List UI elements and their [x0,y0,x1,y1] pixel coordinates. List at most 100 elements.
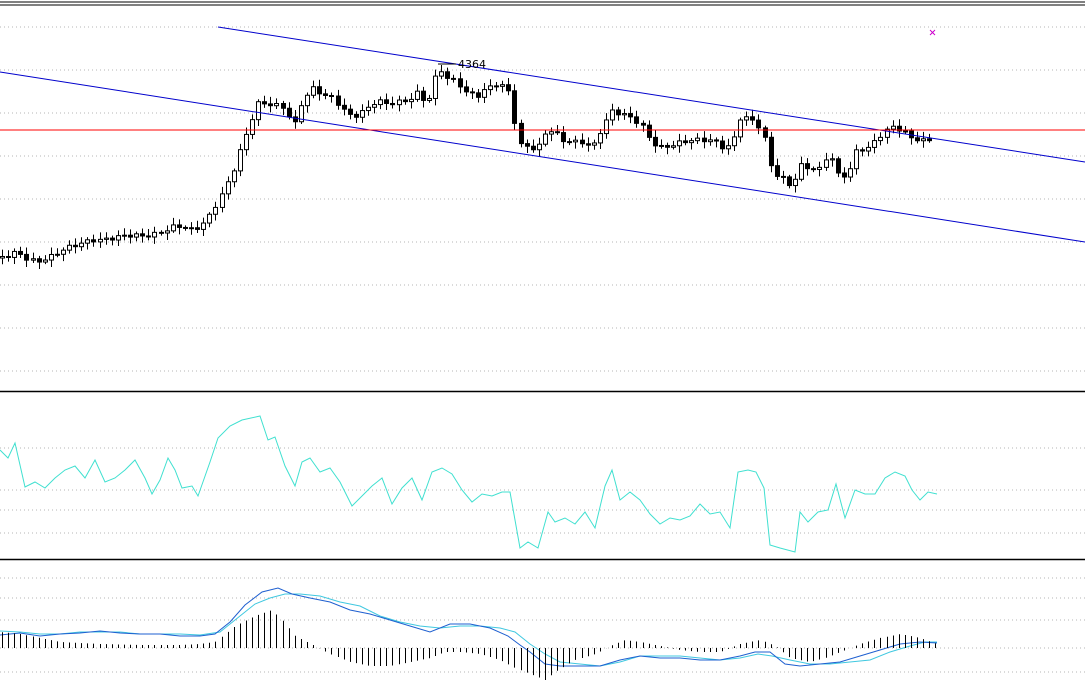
candle-body [647,124,652,138]
candle-body [256,101,261,121]
candle-body [384,99,389,104]
candle-body [781,175,786,178]
candle-body [488,85,493,91]
candle-body [836,158,841,174]
candle-body [799,163,804,180]
candle-body [921,138,926,142]
candle-body [110,237,115,241]
candle-body [555,131,560,134]
candle-body [372,104,377,108]
candle-body [616,109,621,116]
candlestick-series [0,65,932,270]
candle-body [695,137,700,142]
candle-body [336,95,341,106]
candle-body [183,226,188,229]
candle-body [433,75,438,99]
candle-body [421,90,426,101]
candle-body [213,206,218,215]
candle-body [482,89,487,98]
candle-body [512,90,517,124]
macd-panel [0,577,1085,680]
candle-body [531,145,536,151]
candle-body [323,93,328,96]
candle-body [622,113,627,116]
candle-body [244,133,249,151]
candle-body [91,239,96,243]
candle-body [476,92,481,98]
candle-body [500,84,505,87]
candle-body [750,116,755,121]
candle-body [653,136,658,147]
candle-body [866,146,871,152]
candle-body [470,91,475,94]
candle-body [659,144,664,147]
candle-body [763,127,768,138]
candle-body [878,136,883,142]
candle-body [872,140,877,148]
candle-body [598,133,603,144]
candle-body [274,102,279,107]
candle-body [122,234,127,237]
candle-body [128,234,133,238]
candle-body [299,105,304,123]
oscillator-line [0,415,938,553]
candle-body [525,143,530,147]
candle-body [403,99,408,103]
candle-body [287,107,292,118]
candle-body [641,122,646,126]
candle-body [830,158,835,161]
candle-body [18,250,23,255]
candle-body [732,136,737,147]
candle-body [43,259,48,263]
candle-body [67,244,72,251]
candle-body [268,103,273,107]
candle-body [348,108,353,115]
candle-body [915,137,920,142]
candle-body [610,109,615,121]
candle-body [726,145,731,150]
candle-body [451,77,456,80]
candle-body [415,90,420,100]
candle-body [104,237,109,240]
candle-body [195,227,200,230]
candle-body [769,136,774,167]
candle-body [537,143,542,151]
candle-body [561,132,566,143]
candle-body [885,128,890,138]
candle-body [756,119,761,129]
oscillator-panel [0,415,1085,553]
candle-body [549,131,554,135]
candle-body [152,231,157,238]
candle-body [848,168,853,178]
candle-body [189,227,194,230]
candle-body [317,86,322,95]
candle-body [37,258,42,263]
candle-body [817,166,822,170]
candle-body [354,113,359,118]
signal-line [0,593,937,667]
candle-body [927,138,932,142]
candle-body [683,140,688,144]
candle-body [811,168,816,171]
channel-lower-line [0,71,1085,243]
chart-frame [0,1,1085,561]
candle-body [580,139,585,145]
trend-lines [0,26,1085,243]
candle-body [854,149,859,170]
candle-body [232,170,237,183]
candle-body [738,119,743,138]
candle-body [378,99,383,106]
candle-body [628,113,633,118]
candle-body [305,94,310,107]
candle-body [226,181,231,195]
candle-body [409,98,414,103]
candle-body [360,110,365,118]
candle-body [860,149,865,152]
candle-body [165,230,170,234]
candle-body [458,78,463,88]
candle-body [665,144,670,148]
candle-body [744,116,749,121]
candle-body [720,140,725,150]
candle-body [61,249,66,255]
candle-body [464,86,469,93]
